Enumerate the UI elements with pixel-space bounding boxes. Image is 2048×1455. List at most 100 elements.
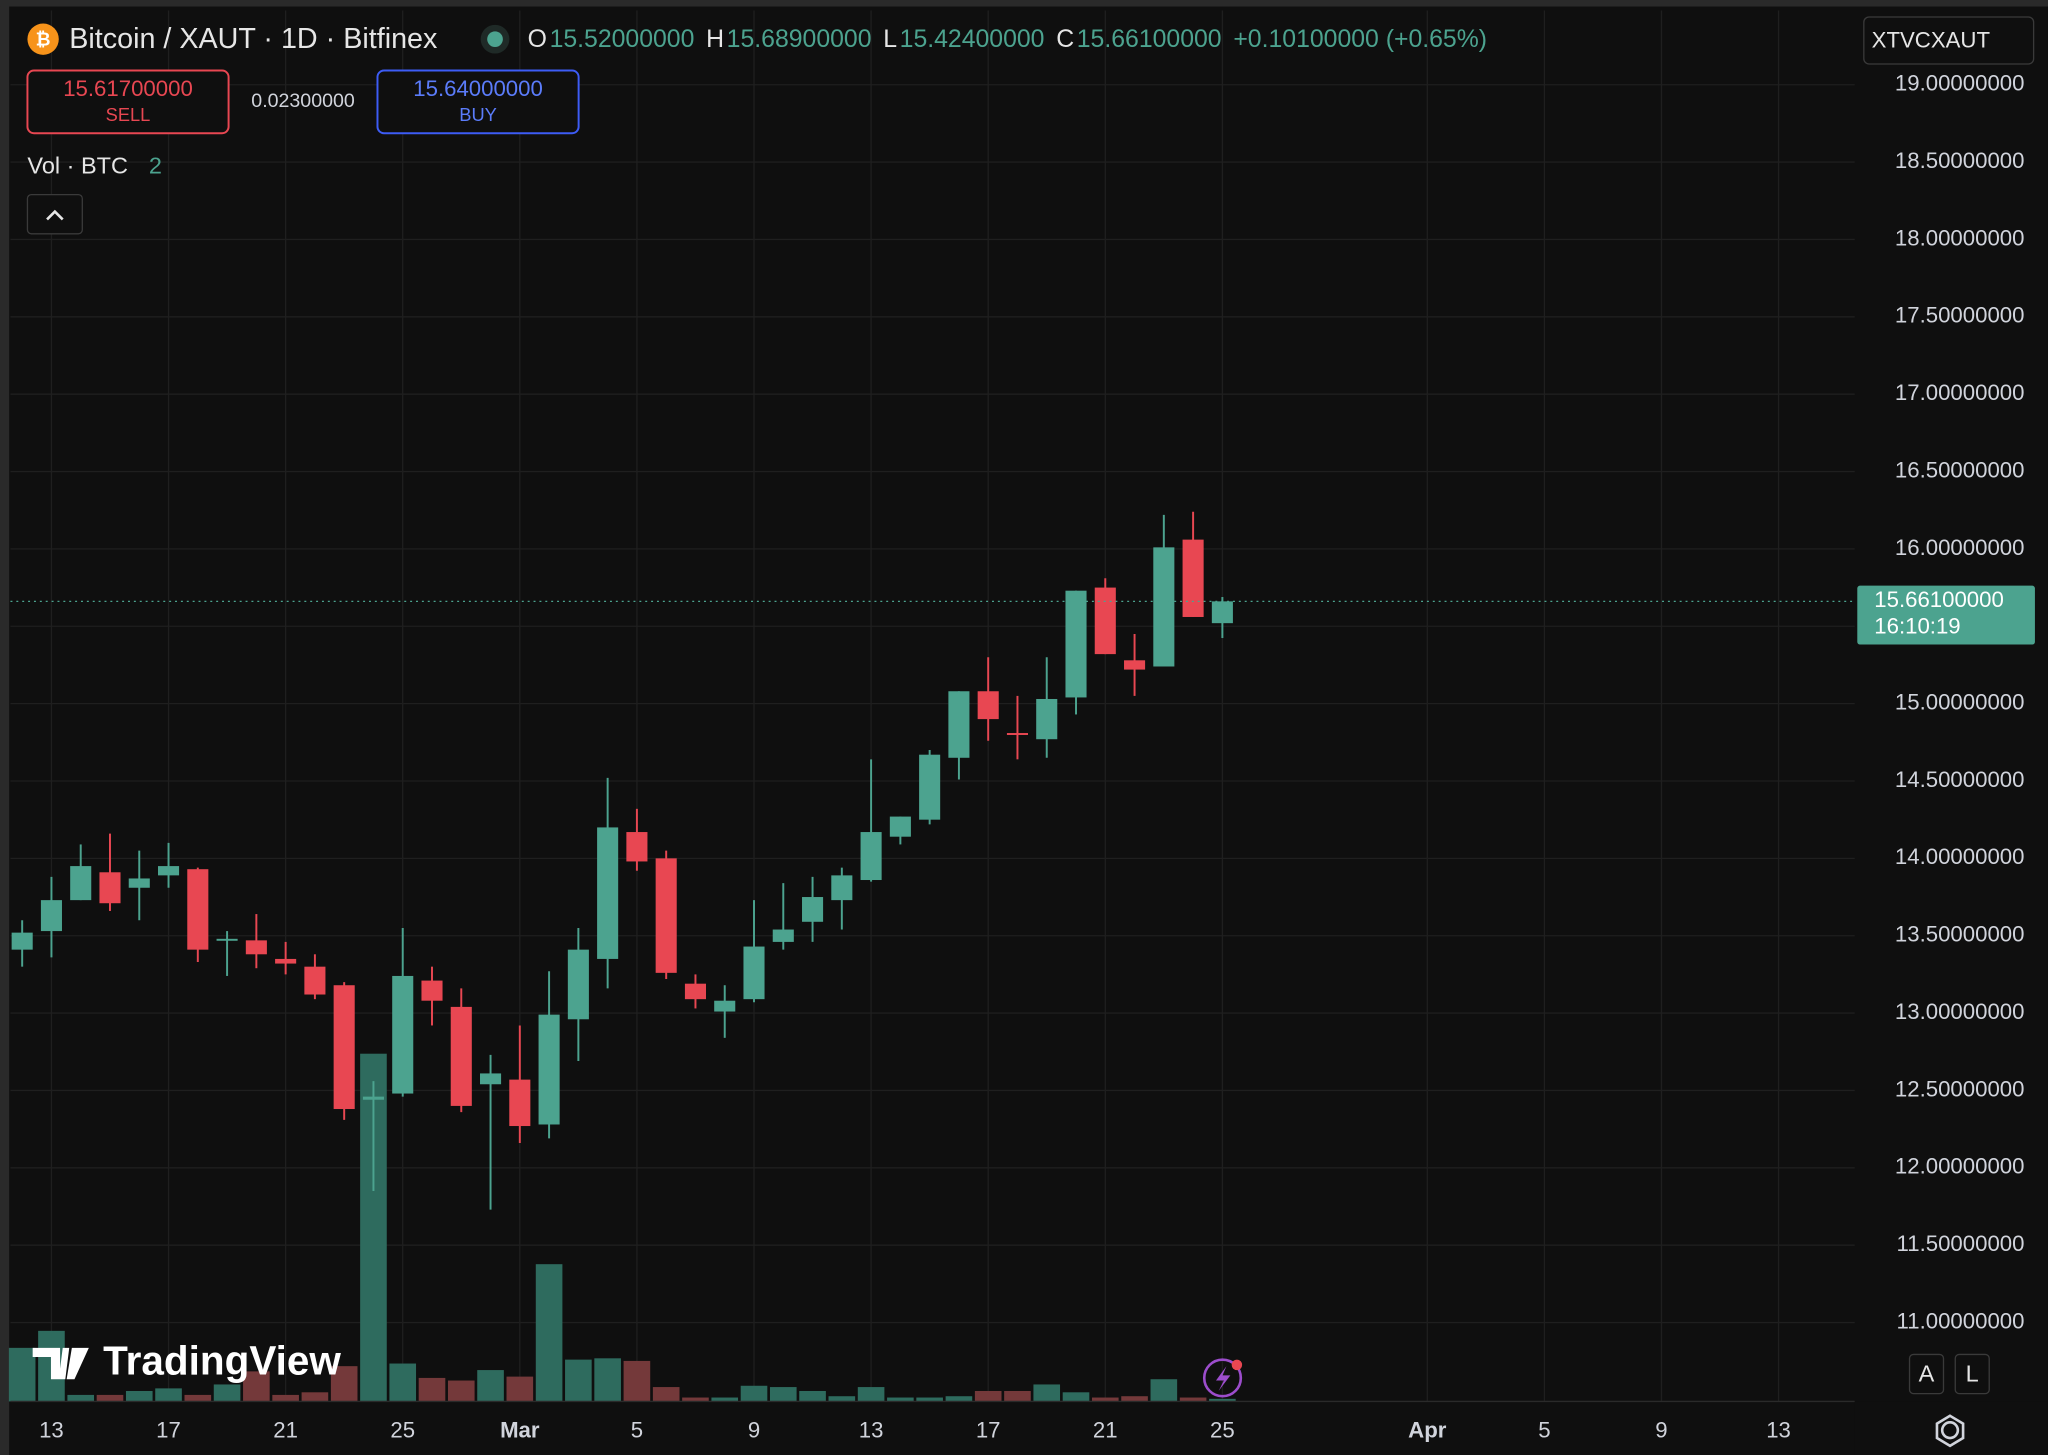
buy-button[interactable] [376,69,580,135]
volume-bar [330,1366,358,1402]
last-price-box [1857,585,2035,645]
volume-bar [594,1358,621,1402]
ohlc-value: 15.52000000 [550,26,695,53]
volume-bar [1004,1390,1031,1402]
volume-bar [96,1394,124,1402]
scale-button[interactable] [1954,1353,1990,1395]
volume-bar [447,1380,475,1402]
candle-body [40,900,62,932]
candle-body [275,958,297,964]
volume-bar [799,1390,826,1402]
buy-price[interactable]: 15.64000000 [413,76,543,101]
y-tick-label: 14.50000000 [1895,767,2025,792]
candle-body [158,866,180,876]
x-tick-label: 9 [1655,1417,1667,1442]
symbol-code-box[interactable] [1863,16,2035,65]
watermark: TradingView [103,1337,341,1383]
candle-body [889,816,911,837]
watermark-logo [32,1347,89,1380]
candle-body [392,975,414,1094]
candle-body [480,1073,502,1085]
volume-legend-value: 2 [149,152,162,178]
candle-body [1065,590,1087,698]
x-tick-label: Mar [500,1417,540,1442]
volume-bar [389,1363,417,1402]
volume-bar [418,1377,446,1402]
volume-bar [301,1392,329,1402]
volume-bar [184,1394,212,1402]
sell-label[interactable]: SELL [106,104,151,125]
volume-bar [887,1397,914,1402]
candle-body [333,985,355,1110]
ohlc-value: 15.66100000 [1077,26,1222,53]
volume-bar [1091,1397,1119,1402]
ohlc-key: O [528,26,547,53]
lightning-icon[interactable] [1215,1366,1231,1392]
candle-body [567,949,589,1020]
x-tick-label: 13 [39,1417,64,1442]
ohlc-key: L [883,26,897,53]
settings-icon[interactable] [1940,1421,1960,1440]
volume-bar [945,1396,973,1402]
y-tick-label: 19.00000000 [1895,71,2025,96]
last-price-label: 15.66100000 [1874,587,2004,612]
candle-body [245,940,267,955]
candle-body [304,966,326,995]
y-tick-label: 15.00000000 [1895,689,2025,714]
candle-layer [11,511,1233,1210]
volume-bar [8,1347,36,1402]
x-tick-label: 17 [156,1417,181,1442]
candle-body [860,832,882,881]
volume-bar [1179,1397,1207,1402]
ohlc-value: 15.42400000 [900,26,1045,53]
volume-bar [623,1360,651,1402]
y-tick-label: 17.50000000 [1895,303,2025,328]
candle-body [1094,587,1116,655]
sell-price[interactable]: 15.61700000 [63,76,193,101]
candle-body [509,1079,531,1127]
y-tick-label: 11.50000000 [1897,1231,2025,1256]
buy-label[interactable]: BUY [459,104,497,125]
notification-dot [1231,1359,1243,1371]
candle-body [684,983,706,1000]
volume-bar [711,1397,739,1402]
y-tick-label: 11.00000000 [1897,1308,2025,1333]
settings-icon-outline[interactable] [1935,1414,1965,1448]
candle-body [1211,601,1233,624]
candle-body [919,754,941,820]
candle-body [216,938,238,941]
change: +0.10100000 (+0.65%) [1233,26,1487,53]
candle-body [421,980,443,1001]
y-tick-label: 12.00000000 [1895,1154,2025,1179]
scale-button[interactable] [1908,1353,1945,1395]
scale-button-label[interactable]: L [1966,1361,1979,1387]
candle-body [1153,547,1175,667]
y-tick-label: 16.00000000 [1895,535,2025,560]
y-tick-label: 14.00000000 [1895,844,2025,869]
scale-button-label[interactable]: A [1919,1361,1935,1387]
sell-button[interactable] [26,69,230,135]
volume-bar [243,1371,270,1402]
symbol-icon-glyph: ₿ [36,28,51,49]
candle-body [450,1006,472,1106]
volume-bar [974,1390,1002,1402]
volume-bar [565,1359,592,1402]
volume-bar [506,1376,534,1402]
volume-bar [769,1387,797,1402]
candle-body [11,932,33,950]
collapse-icon[interactable] [46,209,64,221]
axis-corner [1854,1401,2048,1455]
candle-body [1182,539,1204,617]
spread: 0.02300000 [251,90,355,112]
volume-bar [213,1384,241,1402]
lightning-button[interactable] [1202,1358,1243,1398]
candle-body [948,691,970,758]
left-border [0,0,10,1455]
collapse-button[interactable] [26,193,83,235]
symbol-code[interactable]: XTVCXAUT [1872,28,1991,53]
candle-body [362,1096,384,1100]
volume-bar [1121,1396,1148,1402]
volume-bar [125,1390,153,1402]
